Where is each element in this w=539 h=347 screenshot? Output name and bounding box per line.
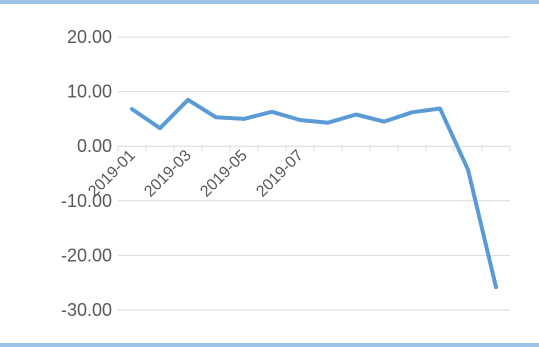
data-point (411, 111, 413, 113)
data-point (187, 99, 189, 101)
y-tick-label: 0.00 (77, 136, 112, 156)
x-tick-label: 2019-03 (141, 147, 195, 201)
data-point (299, 119, 301, 121)
data-point (467, 169, 469, 171)
data-point (159, 127, 161, 129)
x-axis-ticks: 2019-01 2019-03 2019-05 2019-07 (85, 147, 307, 201)
data-point (215, 116, 217, 118)
data-point (355, 114, 357, 116)
y-tick-label: 10.00 (67, 82, 112, 102)
x-tick-label: 2019-05 (197, 147, 251, 201)
data-point (495, 286, 497, 288)
gridlines (117, 36, 511, 311)
data-point (383, 121, 385, 123)
series-layer (130, 97, 498, 290)
y-tick-label: -20.00 (61, 245, 112, 265)
x-tick-label: 2019-07 (253, 147, 307, 201)
y-tick-label: -10.00 (61, 191, 112, 211)
series-line (130, 97, 498, 290)
data-point (131, 108, 133, 110)
data-point (327, 122, 329, 124)
data-point (243, 118, 245, 120)
y-tick-label: 20.00 (67, 27, 112, 47)
data-point (439, 108, 441, 110)
data-point (271, 111, 273, 113)
y-tick-label: -30.00 (61, 300, 112, 320)
y-axis-ticks: 20.00 10.00 0.00 -10.00 -20.00 -30.00 (61, 27, 112, 320)
